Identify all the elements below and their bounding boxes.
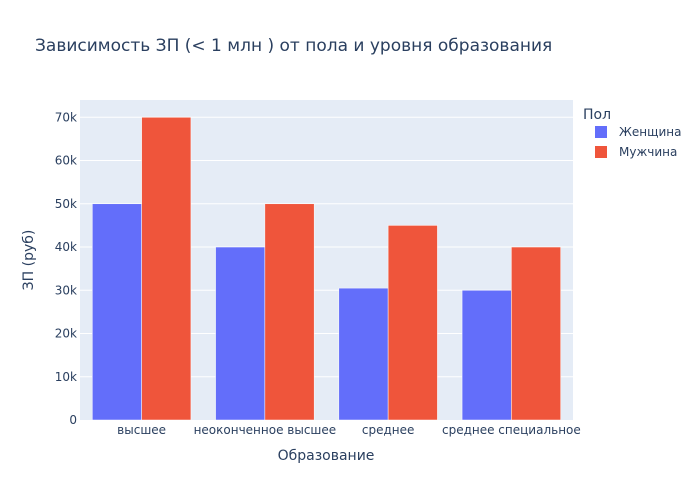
legend: Пол Женщина Мужчина xyxy=(583,107,681,159)
y-tick-label: 20k xyxy=(55,327,77,341)
y-tick-label: 0 xyxy=(69,413,77,427)
y-tick-label: 40k xyxy=(55,240,77,254)
bar-male-0[interactable] xyxy=(141,117,192,421)
x-tick-label: среднее xyxy=(362,423,415,437)
chart-title: Зависимость ЗП (< 1 млн ) от пола и уров… xyxy=(35,36,552,56)
bar-male-1[interactable] xyxy=(264,203,315,421)
x-tick-label: среднее специальное xyxy=(442,423,581,437)
legend-title: Пол xyxy=(583,107,611,123)
bar-female-0[interactable] xyxy=(92,203,142,421)
y-tick-label: 70k xyxy=(55,110,77,124)
x-axis-ticks: высшее неоконченное высшее среднее среднее … xyxy=(117,423,581,437)
bar-female-1[interactable] xyxy=(215,246,266,421)
y-tick-label: 50k xyxy=(55,197,77,211)
y-axis-ticks: 0 10k 20k 30k 40k 50k 60k 70k xyxy=(55,110,77,427)
bar-male-2[interactable] xyxy=(387,225,438,421)
y-tick-label: 10k xyxy=(55,370,77,384)
x-tick-label: высшее xyxy=(117,423,166,437)
y-tick-label: 60k xyxy=(55,154,77,168)
y-tick-label: 30k xyxy=(55,283,77,297)
legend-label[interactable]: Мужчина xyxy=(619,145,677,159)
legend-swatch[interactable] xyxy=(595,126,607,138)
bar-female-2[interactable] xyxy=(338,287,389,421)
bar-male-3[interactable] xyxy=(511,246,561,421)
legend-swatch[interactable] xyxy=(595,146,607,158)
bar-female-3[interactable] xyxy=(461,290,512,421)
x-axis-title: Образование xyxy=(278,448,375,464)
bars xyxy=(92,117,561,421)
x-tick-label: неоконченное высшее xyxy=(194,423,337,437)
y-axis-title: ЗП (руб) xyxy=(21,230,37,291)
legend-label[interactable]: Женщина xyxy=(619,125,681,139)
